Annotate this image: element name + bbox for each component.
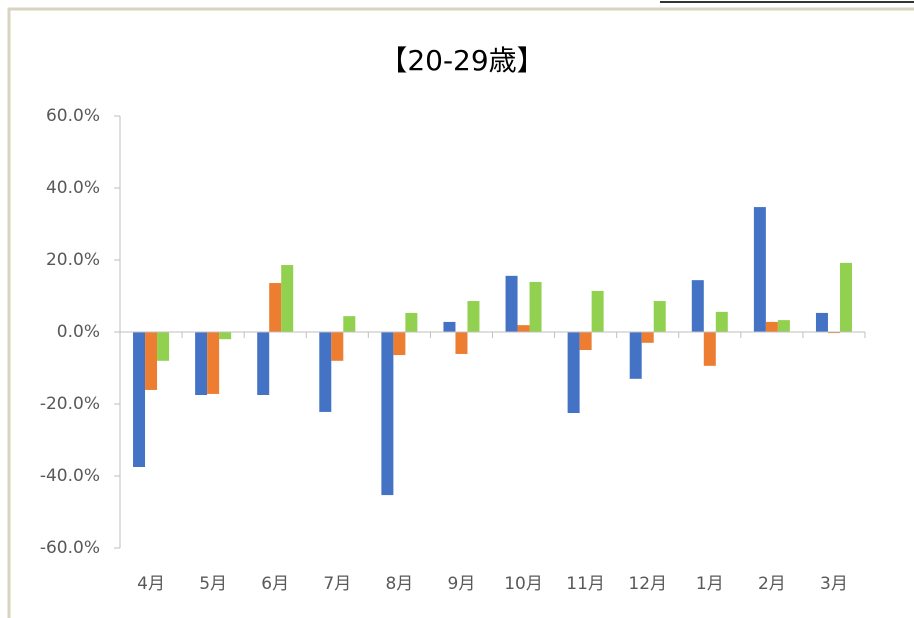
bar — [839, 262, 852, 332]
bar — [133, 332, 146, 467]
x-tick-label: 11月 — [566, 574, 605, 594]
x-tick-label: 2月 — [758, 574, 786, 594]
bar — [331, 332, 344, 361]
y-tick-label: 0.0% — [57, 322, 100, 342]
bar — [753, 207, 766, 332]
x-tick-label: 8月 — [385, 574, 413, 594]
y-tick-label: -20.0% — [40, 394, 100, 414]
bar — [257, 332, 270, 395]
x-tick-label: 7月 — [323, 574, 351, 594]
bar — [405, 312, 418, 332]
bar — [443, 321, 456, 332]
y-tick-label: 60.0% — [46, 106, 100, 126]
bar — [641, 332, 654, 343]
bar — [765, 321, 778, 332]
bar — [145, 332, 158, 390]
bar — [777, 320, 790, 332]
bar — [207, 332, 220, 394]
x-tick-label: 9月 — [448, 574, 476, 594]
x-tick-label: 4月 — [137, 574, 165, 594]
bar — [505, 275, 518, 332]
bar — [381, 332, 394, 496]
bar — [629, 332, 642, 379]
bar — [815, 312, 828, 332]
bar — [195, 332, 208, 395]
bar — [827, 332, 840, 334]
bar — [393, 332, 406, 356]
bar — [579, 332, 592, 350]
bar — [517, 325, 530, 332]
bar — [703, 332, 716, 366]
x-tick-label: 5月 — [199, 574, 227, 594]
x-tick-label: 10月 — [504, 574, 543, 594]
bar — [281, 265, 294, 332]
y-tick-label: -40.0% — [40, 466, 100, 486]
bar — [343, 316, 356, 332]
bar — [455, 332, 468, 354]
y-tick-label: -60.0% — [40, 538, 100, 558]
x-tick-label: 3月 — [820, 574, 848, 594]
bar — [529, 281, 542, 332]
bar — [591, 290, 604, 332]
bar — [567, 332, 580, 413]
x-tick-label: 12月 — [628, 574, 667, 594]
bar — [691, 280, 704, 332]
y-tick-label: 40.0% — [46, 178, 100, 198]
chart-title: 【20-29歳】 — [379, 44, 544, 77]
bar — [653, 301, 666, 332]
bar — [715, 311, 728, 332]
x-tick-label: 1月 — [696, 574, 724, 594]
bar — [219, 332, 232, 340]
y-tick-label: 20.0% — [46, 250, 100, 270]
bar — [269, 283, 282, 332]
bar — [319, 332, 332, 412]
bar — [157, 332, 170, 361]
bar — [467, 301, 480, 332]
x-tick-label: 6月 — [261, 574, 289, 594]
